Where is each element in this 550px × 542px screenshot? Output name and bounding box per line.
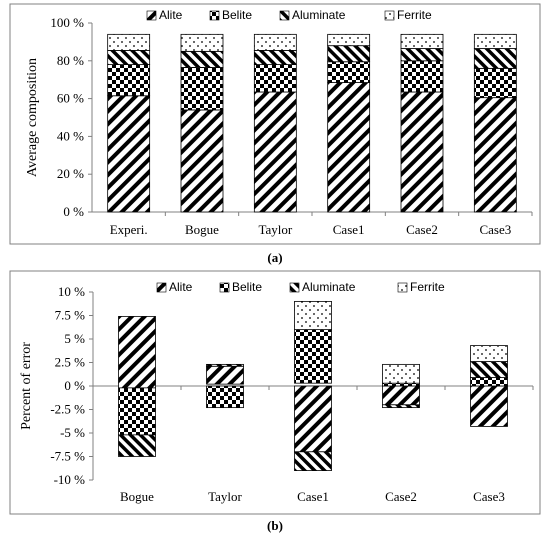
bar-alite-case3: [473, 97, 517, 213]
legend-swatch-alite: [156, 282, 167, 293]
bar-alite-taylor: [253, 91, 297, 213]
legend-swatch-ferrite: [384, 10, 395, 21]
legend-swatch-aluminate: [279, 10, 290, 21]
legend-swatch-ferrite: [397, 282, 408, 293]
bar-aluminate-case3: [470, 361, 508, 378]
y-tick-label: 40 %: [57, 128, 84, 143]
x-tick-label: Taylor: [208, 489, 242, 504]
x-tick-label: Case2: [385, 489, 417, 504]
bar-aluminate-experi: [107, 50, 151, 65]
bar-alite-bogue: [180, 109, 224, 213]
y-tick-label: 5 %: [64, 331, 85, 346]
chart-panel-a: Alite Belite Aluminate Ferrite 0 % 20 % 40 % 60…: [9, 3, 541, 265]
legend-label-belite: Belite: [232, 280, 262, 294]
bar-alite-experi: [107, 95, 151, 213]
bar-ferrite-case2: [382, 363, 420, 384]
x-tick-label: Taylor: [258, 222, 292, 237]
bar-ferrite-case3: [470, 345, 508, 362]
bar-aluminate-bogue: [180, 50, 224, 68]
bar-alite-case2: [400, 91, 444, 213]
bar-aluminate-case1: [294, 451, 332, 471]
bar-aluminate-taylor: [206, 363, 244, 367]
bar-belite-taylor: [206, 385, 244, 409]
bar-alite-taylor: [206, 365, 244, 385]
bar-ferrite-case1: [294, 300, 332, 330]
bar-ferrite-case3: [473, 33, 517, 49]
legend-swatch-belite: [219, 282, 230, 293]
y-tick-label: 2.5 %: [55, 355, 86, 370]
legend-label-aluminate: Aluminate: [292, 8, 346, 22]
y-axis-label: Percent of error: [19, 342, 34, 430]
y-tick-label: -10 %: [54, 472, 86, 487]
legend-swatch-aluminate: [289, 282, 300, 293]
legend-swatch-alite: [146, 10, 157, 21]
bar-alite-case1: [327, 82, 371, 213]
panel-frame: [9, 270, 541, 515]
legend-label-aluminate: Aluminate: [302, 280, 356, 294]
bar-alite-case3: [470, 385, 508, 427]
x-tick-label: Case3: [479, 222, 511, 237]
x-tick-label: Case3: [473, 489, 505, 504]
bar-ferrite-experi: [107, 33, 151, 51]
bar-belite-experi: [107, 64, 151, 97]
bar-belite-case1: [294, 329, 332, 384]
y-tick-label: 80 %: [57, 53, 84, 68]
y-tick-label: -7.5 %: [50, 449, 85, 464]
bar-belite-bogue: [118, 387, 156, 436]
bar-belite-case2: [382, 382, 420, 387]
x-tick-label: Bogue: [185, 222, 219, 237]
bar-aluminate-case2: [400, 48, 444, 62]
x-tick-label: Case2: [406, 222, 438, 237]
panel-label: (a): [267, 250, 282, 265]
legend-label-alite: Alite: [159, 8, 183, 22]
bar-belite-case3: [470, 377, 508, 387]
panel-label: (b): [267, 518, 283, 533]
y-tick-label: 7.5 %: [55, 308, 86, 323]
bar-alite-case1: [294, 385, 332, 453]
y-tick-label: -2.5 %: [50, 402, 85, 417]
bar-aluminate-case3: [473, 48, 517, 69]
y-tick-label: 0 %: [63, 204, 84, 219]
y-tick-label: 100 %: [50, 15, 84, 30]
y-tick-label: 20 %: [57, 166, 84, 181]
bar-ferrite-case2: [400, 33, 444, 49]
legend-label-belite: Belite: [222, 8, 252, 22]
bar-belite-taylor: [253, 64, 297, 93]
y-axis-label: Average composition: [25, 58, 40, 177]
x-tick-label: Case1: [297, 489, 329, 504]
bar-alite-case2: [382, 385, 420, 406]
bar-aluminate-case1: [327, 45, 371, 63]
y-tick-label: 0 %: [64, 378, 85, 393]
bar-aluminate-bogue: [118, 434, 156, 457]
legend-label-alite: Alite: [169, 280, 193, 294]
bar-belite-bogue: [180, 67, 224, 111]
chart-panel-b: Alite Belite Aluminate Ferrite -10 % -7.5 % -5…: [9, 270, 541, 533]
bar-ferrite-taylor: [253, 33, 297, 51]
y-tick-label: -5 %: [60, 425, 85, 440]
x-tick-label: Bogue: [120, 489, 154, 504]
bar-belite-case3: [473, 67, 517, 99]
x-tick-label: Case1: [333, 222, 365, 237]
bar-belite-case2: [400, 60, 444, 93]
legend-label-ferrite: Ferrite: [397, 8, 432, 22]
bar-alite-bogue: [118, 316, 156, 389]
y-tick-label: 60 %: [57, 91, 84, 106]
legend-swatch-belite: [209, 10, 220, 21]
bar-belite-case1: [327, 61, 371, 83]
bar-ferrite-case1: [327, 33, 371, 47]
legend-label-ferrite: Ferrite: [410, 280, 445, 294]
bar-ferrite-bogue: [180, 33, 224, 52]
y-tick-label: 10 %: [58, 284, 85, 299]
bar-aluminate-case2: [382, 404, 420, 409]
x-tick-label: Experi.: [110, 222, 148, 237]
bar-aluminate-taylor: [253, 50, 297, 65]
panel-frame: [9, 3, 541, 245]
